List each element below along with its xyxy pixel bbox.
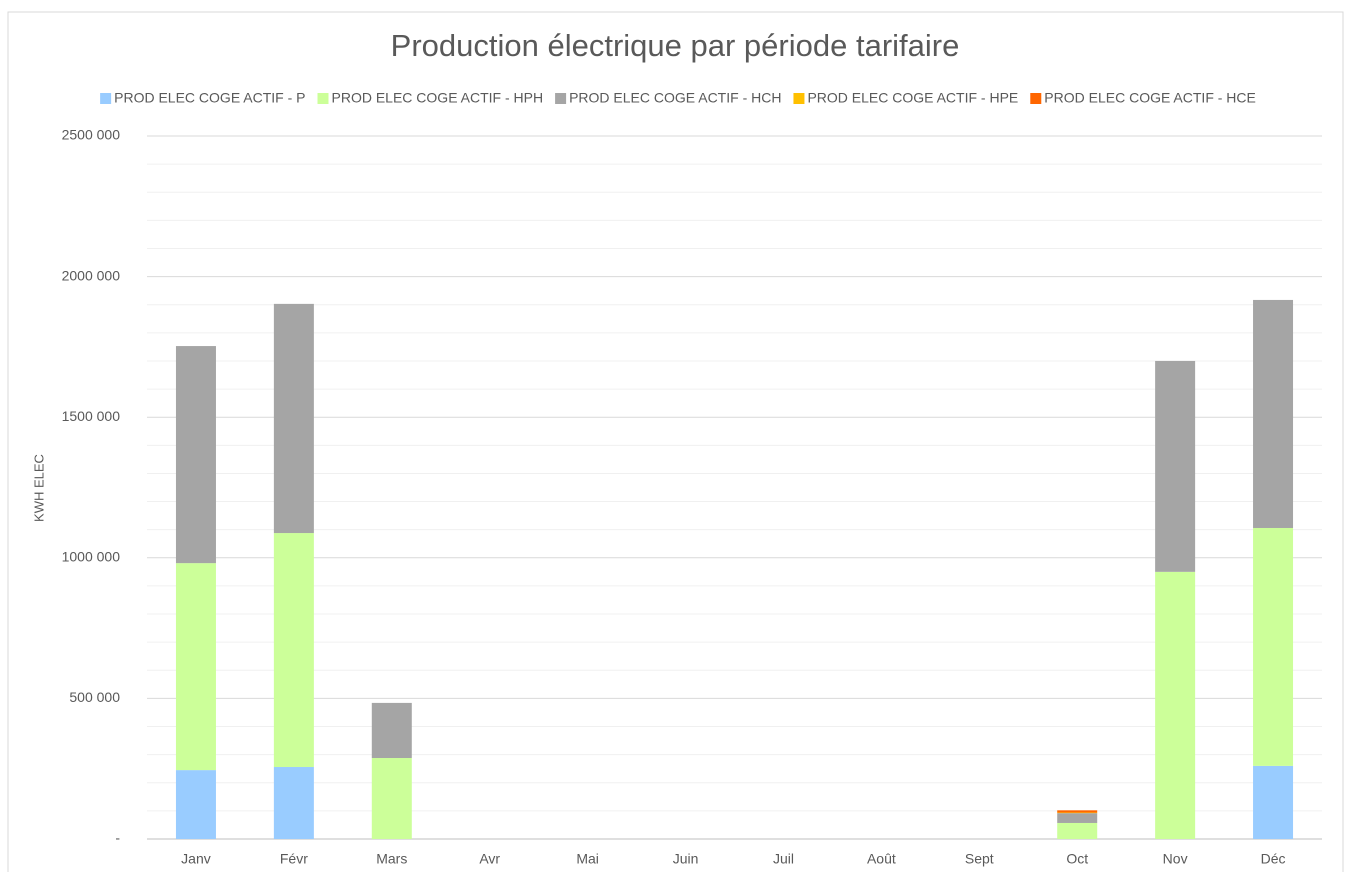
- bar-segment: [1155, 571, 1196, 839]
- legend-swatch: [1030, 93, 1042, 104]
- x-tick-label: Févr: [280, 851, 308, 867]
- bar-segment: [1155, 360, 1196, 572]
- legend-label: PROD ELEC COGE ACTIF - P: [114, 90, 305, 106]
- bar-segment: [273, 767, 314, 839]
- x-tick-label: Oct: [1066, 851, 1088, 867]
- y-tick-label: 500 000: [69, 689, 120, 705]
- y-tick-label: 1000 000: [62, 549, 121, 565]
- bar-segment: [273, 303, 314, 534]
- bar-segment: [1253, 527, 1294, 766]
- legend-label: PROD ELEC COGE ACTIF - HPH: [332, 90, 544, 106]
- bar-segment: [1253, 765, 1294, 839]
- legend-swatch: [793, 93, 805, 104]
- bar-segment: [175, 770, 216, 839]
- bar-segment: [1057, 810, 1098, 813]
- bar-segment: [273, 533, 314, 768]
- x-tick-label: Août: [867, 851, 896, 867]
- legend: PROD ELEC COGE ACTIF - P PROD ELEC COGE A…: [100, 90, 1256, 106]
- x-tick-label: Déc: [1261, 851, 1286, 867]
- y-tick-label: 1500 000: [62, 408, 121, 424]
- x-tick-label: Janv: [181, 851, 211, 867]
- legend-label: PROD ELEC COGE ACTIF - HCH: [569, 90, 781, 106]
- legend-swatch: [555, 93, 567, 104]
- bar-segment: [175, 563, 216, 771]
- bar-segment: [1253, 299, 1294, 528]
- x-tick-label: Juin: [673, 851, 699, 867]
- y-tick-label: -: [115, 830, 120, 846]
- x-tick-label: Avr: [479, 851, 500, 867]
- chart-frame: [7, 11, 1344, 872]
- legend-label: PROD ELEC COGE ACTIF - HPE: [807, 90, 1018, 106]
- chart-title: Production électrique par période tarifa…: [391, 28, 960, 63]
- legend-label: PROD ELEC COGE ACTIF - HCE: [1044, 90, 1256, 106]
- bar-segment: [175, 346, 216, 564]
- bar-segment: [1057, 822, 1098, 839]
- bar-segment: [371, 758, 412, 839]
- y-tick-label: 2500 000: [62, 127, 121, 143]
- x-tick-label: Juil: [773, 851, 794, 867]
- x-tick-label: Sept: [965, 851, 994, 867]
- x-tick-label: Nov: [1163, 851, 1188, 867]
- y-tick-label: 2000 000: [62, 267, 121, 283]
- x-tick-label: Mars: [376, 851, 407, 867]
- bar-segment: [1057, 813, 1098, 823]
- legend-swatch: [317, 93, 329, 104]
- x-tick-label: Mai: [576, 851, 599, 867]
- bar-segment: [371, 702, 412, 759]
- y-axis-label: KWH ELEC: [31, 454, 46, 522]
- bar-segment: [1057, 812, 1098, 814]
- legend-swatch: [100, 93, 112, 104]
